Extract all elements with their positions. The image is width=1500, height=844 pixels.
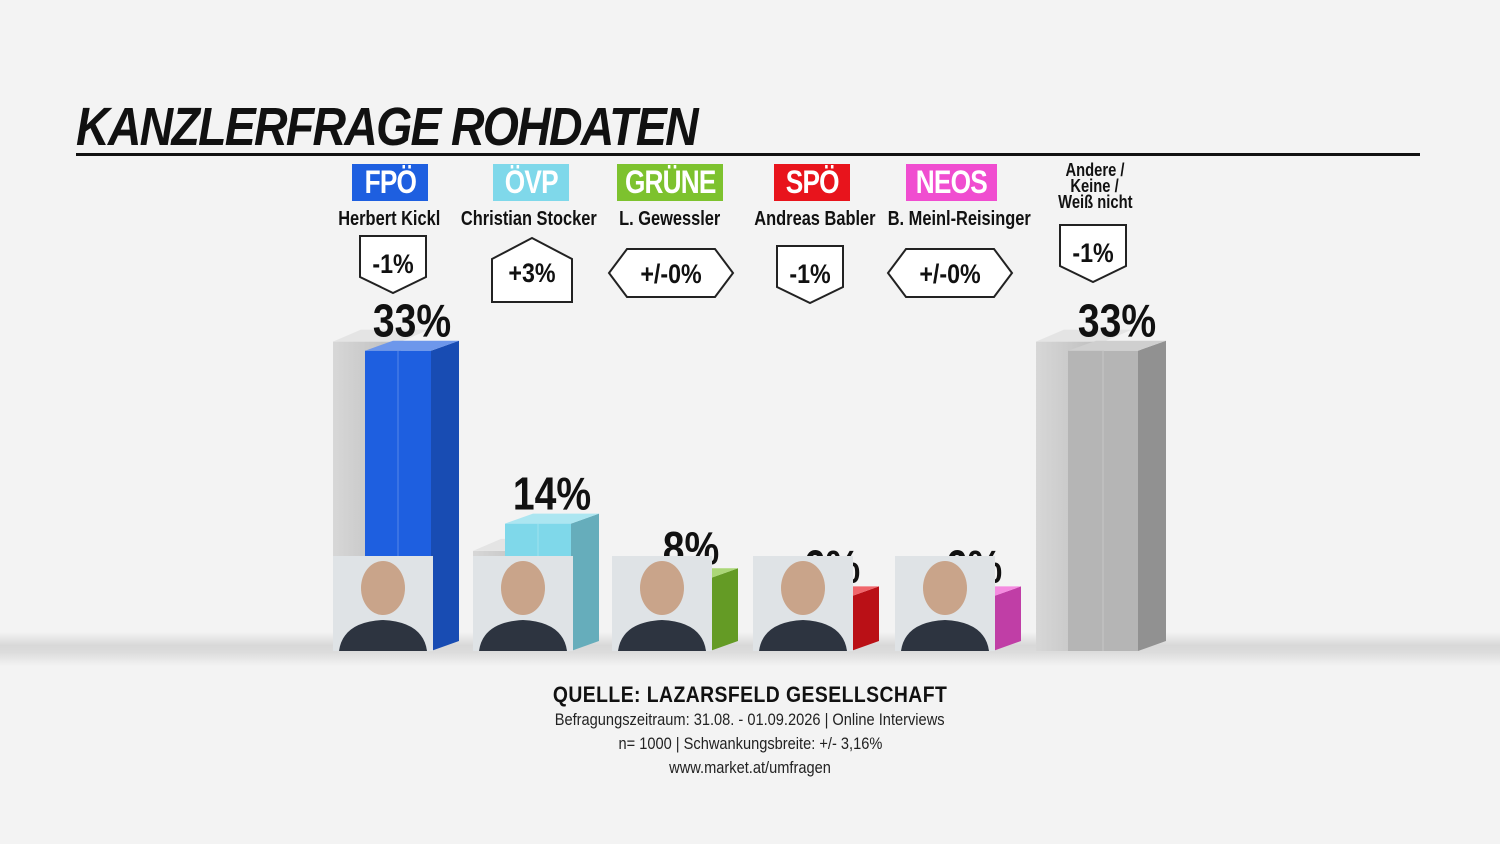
source-block: QUELLE: LAZARSFELD GESELLSCHAFT Befragun… bbox=[0, 682, 1500, 780]
change-label-0: -1% bbox=[372, 249, 413, 279]
avatar-body-2 bbox=[618, 620, 706, 651]
change-label-3: -1% bbox=[789, 259, 830, 289]
source-title: QUELLE: LAZARSFELD GESELLSCHAFT bbox=[552, 682, 948, 707]
party-label-fpoe: FPÖ bbox=[364, 164, 416, 200]
bar-side-0 bbox=[431, 340, 459, 651]
avatar-head-4 bbox=[923, 561, 967, 615]
value-label-5: 33% bbox=[1078, 296, 1156, 348]
avatar-body-3 bbox=[759, 620, 847, 651]
change-label-2: +/-0% bbox=[640, 259, 701, 289]
source-url: www.market.at/umfragen bbox=[669, 758, 831, 777]
change-label-1: +3% bbox=[508, 258, 555, 288]
party-label-spoe: SPÖ bbox=[785, 164, 840, 200]
change-indicator-5 bbox=[1059, 224, 1127, 284]
candidate-name-babler: Andreas Babler bbox=[754, 208, 876, 230]
change-indicator-3 bbox=[776, 245, 844, 305]
party-label-gruene: GRÜNE bbox=[624, 164, 716, 200]
party-label-oevp: ÖVP bbox=[504, 164, 559, 200]
avatar-body-1 bbox=[479, 620, 567, 651]
party-badge-spoe: SPÖ bbox=[774, 164, 850, 201]
candidate-name-stocker: Christian Stocker bbox=[461, 208, 597, 230]
chart-title: KANZLERFRAGE ROHDATEN bbox=[76, 97, 699, 157]
bar-side-1 bbox=[571, 513, 599, 651]
value-label-0: 33% bbox=[373, 296, 451, 348]
change-indicator-1 bbox=[491, 236, 573, 303]
bar-top-0 bbox=[365, 340, 459, 351]
change-label-5: -1% bbox=[1072, 238, 1113, 268]
avatar-body-0 bbox=[339, 620, 427, 651]
bar-top-1 bbox=[505, 513, 599, 524]
avatar-body-4 bbox=[901, 620, 989, 651]
bar-side-3 bbox=[851, 586, 879, 651]
party-badge-gruene: GRÜNE bbox=[617, 164, 723, 201]
party-badge-oevp: ÖVP bbox=[493, 164, 569, 201]
previous-bar-top-0 bbox=[333, 329, 429, 342]
bar-side-2 bbox=[710, 568, 738, 651]
bar-side-4 bbox=[993, 586, 1021, 651]
source-sample: n= 1000 | Schwankungsbreite: +/- 3,16% bbox=[618, 734, 882, 753]
title-rule bbox=[76, 153, 1420, 156]
party-label-neos: NEOS bbox=[915, 164, 988, 200]
others-label: Andere / Keine / Weiß nicht bbox=[1057, 160, 1133, 212]
change-indicator-0 bbox=[359, 235, 427, 295]
party-badge-fpoe: FPÖ bbox=[352, 164, 428, 201]
floor-shadow bbox=[0, 632, 1500, 666]
candidate-name-kickl: Herbert Kickl bbox=[337, 208, 441, 230]
previous-bar-top-5 bbox=[1036, 329, 1132, 342]
avatar-head-0 bbox=[361, 561, 405, 615]
candidate-name-gewessler: L. Gewessler bbox=[619, 208, 721, 230]
change-label-4: +/-0% bbox=[919, 259, 980, 289]
source-period: Befragungszeitraum: 31.08. - 01.09.2026 … bbox=[555, 710, 945, 729]
value-label-1: 14% bbox=[513, 469, 591, 521]
bar-side-5 bbox=[1138, 340, 1166, 651]
avatar-head-1 bbox=[501, 561, 545, 615]
avatar-head-2 bbox=[640, 561, 684, 615]
avatar-head-3 bbox=[781, 561, 825, 615]
change-indicator-2 bbox=[607, 248, 735, 298]
party-badge-neos: NEOS bbox=[906, 164, 997, 201]
bar-top-5 bbox=[1068, 340, 1166, 351]
candidate-name-meinl-reisinger: B. Meinl-Reisinger bbox=[887, 208, 1031, 230]
change-indicator-4 bbox=[886, 248, 1014, 298]
